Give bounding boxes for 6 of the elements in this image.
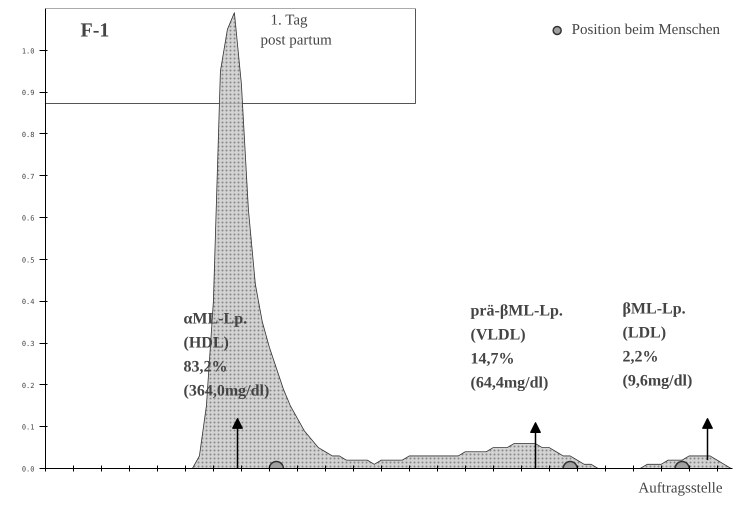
text: F-1 bbox=[80, 20, 110, 42]
legend-label: Position beim Menschen bbox=[572, 22, 720, 38]
text: 1. Tag post partum bbox=[260, 12, 332, 48]
annotation: prä-βML-Lp. (VLDL) 14,7% (64,4mg/dl) bbox=[470, 302, 563, 392]
annotation: βML-Lp. (LDL) 2,2% (9,6mg/dl) bbox=[622, 300, 692, 390]
x-axis-title: Auftragsstelle bbox=[638, 480, 723, 496]
